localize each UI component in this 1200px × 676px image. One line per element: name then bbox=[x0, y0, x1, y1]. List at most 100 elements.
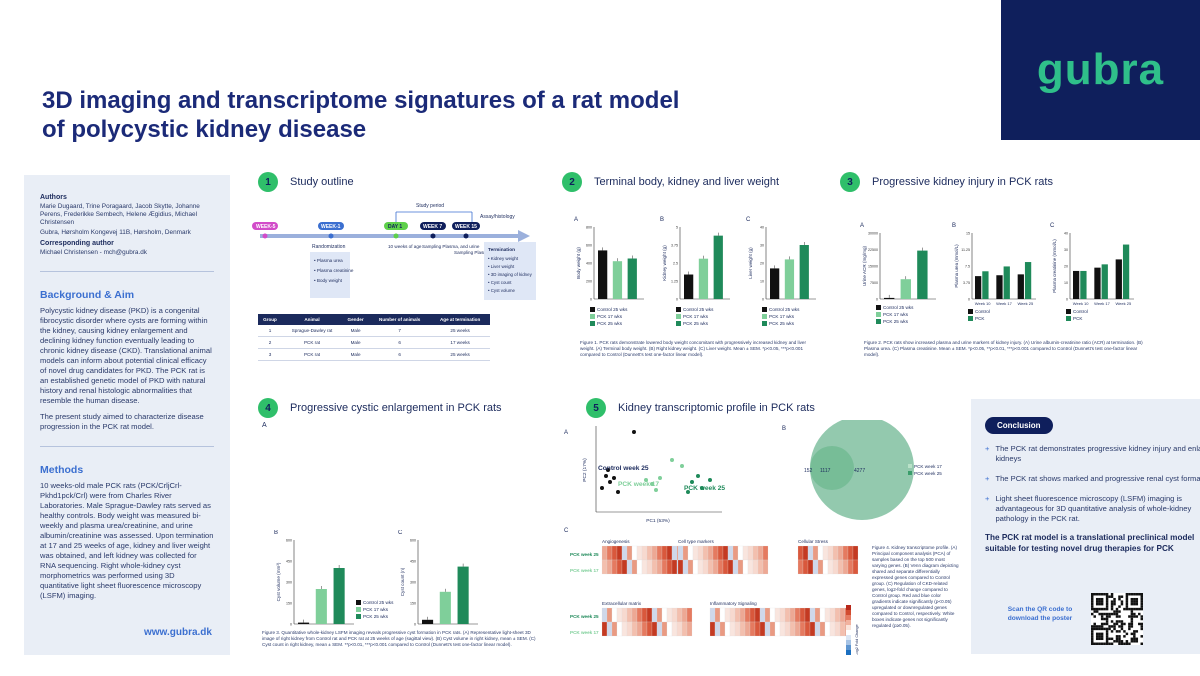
pca-point bbox=[690, 480, 694, 484]
qr-module bbox=[1110, 620, 1114, 623]
qr-module bbox=[1095, 610, 1099, 613]
qr-module bbox=[1105, 593, 1109, 596]
heatmap-cell bbox=[621, 621, 628, 637]
table-cell: Male bbox=[342, 336, 370, 349]
heatmap-cell bbox=[697, 559, 704, 575]
qr-module bbox=[1105, 642, 1109, 645]
heatmap-cell bbox=[626, 621, 633, 637]
legend-swatch bbox=[676, 321, 681, 326]
heatmap-cell bbox=[661, 545, 668, 561]
section-5-header: 5 Kidney transcriptomic profile in PCK r… bbox=[586, 398, 815, 418]
node-dot bbox=[328, 233, 334, 239]
age-label: 10 weeks of age bbox=[388, 244, 422, 249]
qr-module bbox=[1115, 615, 1119, 618]
legend-label: PCK 25 wks bbox=[683, 321, 709, 326]
legend-swatch bbox=[762, 307, 767, 312]
tick-label: 10 bbox=[760, 280, 764, 284]
bar bbox=[996, 275, 1003, 299]
heatmap-cell bbox=[646, 607, 653, 623]
qr-module bbox=[1091, 625, 1094, 628]
bar bbox=[784, 259, 795, 299]
heatmap-cell bbox=[656, 621, 663, 637]
pca-point bbox=[680, 464, 684, 468]
bar bbox=[298, 622, 310, 624]
list-item: • Body weight bbox=[314, 278, 343, 283]
heatmap-cell bbox=[666, 607, 673, 623]
website-link[interactable]: www.gubra.dk bbox=[144, 627, 212, 638]
table-cell: 2 bbox=[258, 336, 282, 349]
legend-label: Control bbox=[1073, 309, 1088, 314]
tick-label: 0 bbox=[290, 623, 292, 627]
heatmap-cell bbox=[606, 607, 613, 623]
qr-module bbox=[1103, 593, 1106, 596]
heatmap-cell bbox=[819, 607, 826, 623]
heatmap-cell bbox=[802, 559, 809, 575]
legend-swatch bbox=[762, 321, 767, 326]
tick-label: 15000 bbox=[868, 265, 878, 269]
qr-module bbox=[1120, 625, 1124, 628]
qr-module bbox=[1093, 593, 1096, 596]
bar bbox=[698, 258, 709, 299]
qr-module bbox=[1105, 615, 1109, 618]
column-header: Gender bbox=[342, 314, 370, 325]
legend-swatch bbox=[356, 614, 361, 619]
heatmap-cell bbox=[611, 545, 618, 561]
qr-module bbox=[1133, 635, 1136, 638]
heatmap-cell bbox=[682, 559, 689, 575]
heatmap-cell bbox=[799, 621, 806, 637]
qr-module bbox=[1125, 600, 1129, 603]
heatmap-cell bbox=[616, 545, 623, 561]
pca-point bbox=[600, 486, 604, 490]
tick-label: 300 bbox=[410, 581, 416, 585]
randomization-box bbox=[310, 252, 350, 298]
tick-label: 450 bbox=[410, 560, 416, 564]
qr-module bbox=[1113, 627, 1116, 631]
tick-label: 600 bbox=[286, 539, 292, 543]
qr-module bbox=[1120, 620, 1124, 623]
heatmap-cell bbox=[707, 559, 714, 575]
heatmap-title: Angiogenesis bbox=[602, 539, 630, 544]
heatmap-cell bbox=[842, 559, 849, 575]
node-dot bbox=[463, 233, 469, 239]
venn-count: 1117 bbox=[820, 468, 831, 474]
qr-module bbox=[1120, 600, 1124, 603]
qr-module bbox=[1140, 602, 1143, 606]
sidebar: Authors Marie Dugaard, Trine Poragaard, … bbox=[24, 175, 230, 655]
panel-letter: C bbox=[746, 217, 751, 223]
qr-module bbox=[1113, 612, 1116, 616]
legend-label: PCK 25 wks bbox=[883, 319, 909, 324]
heatmap-cell bbox=[829, 607, 836, 623]
qr-module bbox=[1095, 593, 1099, 596]
bar bbox=[713, 235, 723, 299]
heatmap-cell bbox=[606, 559, 613, 575]
qr-module bbox=[1115, 640, 1119, 643]
section-title: Terminal body, kidney and liver weight bbox=[594, 176, 780, 188]
y-axis-label: Urine ACR (mg/mg) bbox=[862, 245, 867, 286]
heatmap-cell bbox=[606, 621, 613, 637]
qr-module bbox=[1138, 612, 1141, 616]
plus-icon: + bbox=[985, 494, 990, 503]
qr-module bbox=[1110, 595, 1114, 598]
qr-module bbox=[1095, 632, 1099, 636]
qr-module bbox=[1113, 602, 1116, 606]
qr-code-icon[interactable] bbox=[1091, 593, 1143, 645]
bar bbox=[684, 274, 694, 299]
heatmap-cell bbox=[717, 559, 724, 575]
legend-label: PCK 17 wks bbox=[769, 314, 795, 319]
legend-label: Control 25 wks bbox=[883, 305, 914, 310]
table-cell: 1 bbox=[258, 325, 282, 337]
heatmap-cell bbox=[651, 559, 658, 575]
heatmap-cell bbox=[822, 545, 829, 561]
qr-module bbox=[1120, 642, 1124, 645]
y-axis-label: Body weight (g) bbox=[576, 247, 581, 279]
table-cell: 25 weeks bbox=[430, 348, 490, 361]
heatmap-cell bbox=[764, 607, 771, 623]
heatmap-cell bbox=[759, 607, 766, 623]
qr-module bbox=[1105, 632, 1109, 636]
heatmap-cell bbox=[797, 545, 804, 561]
qr-module bbox=[1133, 600, 1136, 603]
section-title: Study outline bbox=[290, 176, 354, 188]
heatmap-cell bbox=[724, 607, 731, 623]
heatmap-cell bbox=[709, 607, 716, 623]
qr-module bbox=[1140, 627, 1143, 631]
